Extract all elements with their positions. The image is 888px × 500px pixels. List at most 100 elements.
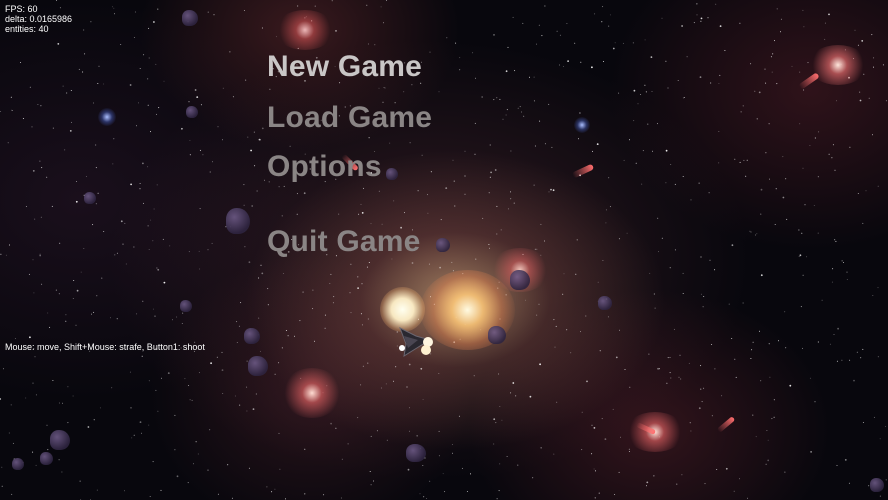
star-icon	[578, 138, 579, 140]
star-icon	[256, 190, 258, 192]
star-icon	[304, 80, 306, 82]
star-icon	[247, 136, 249, 138]
star-icon	[570, 352, 572, 354]
star-icon	[657, 123, 658, 125]
star-icon	[251, 205, 254, 207]
quit-game-button[interactable]: Quit Game	[267, 225, 421, 258]
star-icon	[574, 42, 576, 44]
star-icon	[291, 239, 293, 240]
star-icon	[221, 351, 223, 353]
star-icon	[93, 419, 95, 421]
asteroid-icon	[386, 168, 398, 180]
star-icon	[618, 471, 620, 473]
star-icon	[297, 47, 299, 49]
star-icon	[803, 89, 805, 91]
star-icon	[148, 27, 150, 29]
star-icon	[455, 316, 457, 318]
star-icon	[417, 318, 419, 320]
star-icon	[58, 293, 60, 295]
star-icon	[553, 319, 555, 321]
star-icon	[872, 134, 873, 136]
star-icon	[718, 131, 720, 132]
star-icon	[612, 47, 615, 50]
star-icon	[540, 254, 542, 256]
star-icon	[162, 238, 164, 240]
star-icon	[133, 434, 135, 436]
asteroid-icon	[248, 356, 268, 376]
star-icon	[243, 10, 245, 11]
star-icon	[517, 464, 519, 466]
options-button[interactable]: Options	[267, 150, 382, 183]
star-icon	[59, 7, 61, 9]
star-icon	[357, 417, 359, 419]
star-icon	[734, 358, 736, 360]
star-icon	[324, 327, 326, 329]
star-icon	[361, 283, 363, 285]
star-icon	[799, 123, 801, 125]
star-icon	[298, 244, 300, 246]
star-icon	[296, 193, 298, 195]
star-icon	[514, 70, 516, 72]
star-icon	[591, 453, 593, 455]
star-icon	[873, 66, 874, 68]
star-icon	[604, 438, 607, 440]
star-icon	[774, 40, 775, 42]
star-icon	[191, 399, 193, 401]
star-icon	[323, 494, 325, 496]
star-icon	[252, 408, 255, 410]
star-icon	[267, 304, 269, 306]
star-icon	[818, 131, 820, 133]
star-icon	[350, 312, 352, 314]
star-icon	[430, 353, 432, 355]
star-icon	[138, 102, 139, 104]
star-icon	[774, 224, 776, 225]
star-icon	[608, 25, 610, 27]
star-icon	[25, 397, 27, 399]
load-game-button[interactable]: Load Game	[267, 101, 433, 134]
star-icon	[452, 270, 454, 272]
star-icon	[320, 119, 322, 121]
star-icon	[32, 451, 34, 453]
star-icon	[635, 162, 637, 164]
star-icon	[856, 351, 858, 353]
star-icon	[731, 338, 733, 339]
star-icon	[510, 191, 511, 193]
star-icon	[259, 350, 261, 352]
star-icon	[756, 118, 758, 120]
star-icon	[602, 260, 604, 261]
star-icon	[594, 497, 596, 499]
star-icon	[283, 63, 286, 66]
entities-readout: entities: 40	[5, 24, 49, 34]
star-icon	[411, 84, 413, 86]
star-icon	[70, 90, 72, 91]
star-icon	[136, 313, 138, 315]
star-icon	[229, 51, 231, 53]
star-icon	[798, 256, 800, 257]
star-icon	[297, 5, 299, 7]
star-icon	[739, 478, 740, 480]
star-icon	[91, 313, 92, 315]
star-icon	[521, 111, 522, 113]
star-icon	[76, 181, 77, 182]
star-icon	[645, 91, 647, 93]
star-icon	[752, 414, 754, 416]
star-icon	[358, 213, 360, 215]
star-icon	[161, 377, 162, 379]
star-icon	[76, 289, 79, 292]
star-icon	[661, 237, 663, 239]
star-icon	[824, 38, 826, 40]
star-icon	[862, 348, 864, 350]
star-icon	[404, 62, 406, 64]
star-icon	[222, 87, 224, 89]
star-icon	[274, 373, 276, 375]
star-icon	[618, 92, 620, 94]
star-icon	[324, 181, 326, 183]
star-icon	[326, 254, 328, 256]
new-game-button[interactable]: New Game	[267, 50, 422, 83]
star-icon	[334, 66, 336, 68]
star-icon	[718, 83, 720, 84]
star-icon	[200, 104, 202, 106]
star-icon	[261, 27, 263, 29]
star-icon	[326, 385, 328, 387]
